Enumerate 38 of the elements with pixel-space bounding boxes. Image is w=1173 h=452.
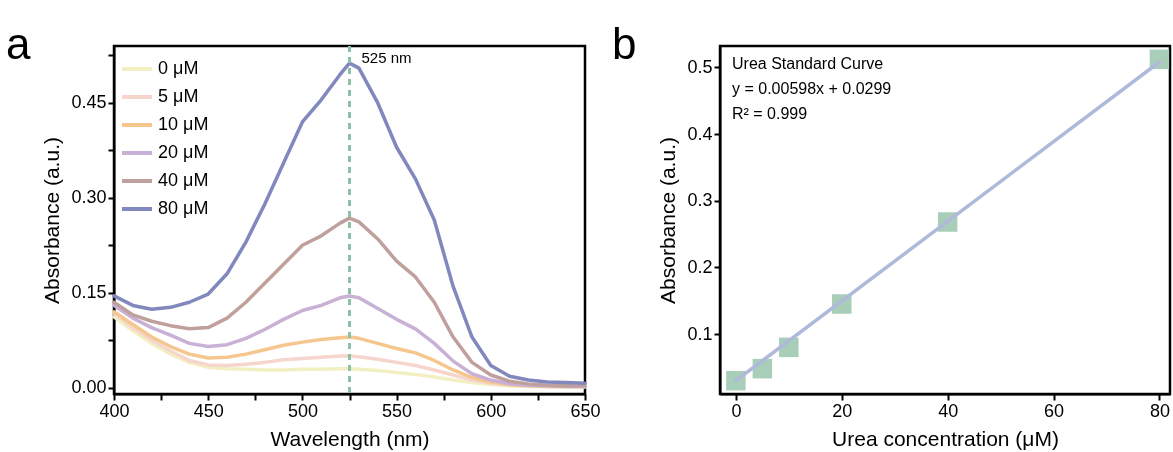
line-series — [112, 61, 587, 385]
legend-label: 10 μM — [158, 114, 209, 134]
ref-line-label: 525 nm — [361, 49, 412, 66]
legend-label: 80 μM — [158, 198, 209, 218]
x-tick-label: 550 — [382, 400, 413, 421]
y-tick-label: 0.4 — [687, 123, 713, 144]
y-axis-title: Absorbance (a.u.) — [40, 137, 64, 304]
x-axis-title: Urea concentration (μM) — [832, 426, 1059, 450]
x-tick-label: 400 — [99, 400, 130, 421]
y-axis-title: Absorbance (a.u.) — [656, 137, 680, 304]
x-tick-label: 650 — [570, 400, 601, 421]
y-tick-label: 0.2 — [687, 256, 713, 277]
x-axis-title: Wavelength (nm) — [270, 426, 430, 450]
y-tick-label: 0.00 — [71, 377, 107, 398]
x-tick-label: 60 — [1044, 400, 1065, 421]
y-tick-label: 0.15 — [71, 282, 107, 303]
x-tick-label: 600 — [476, 400, 507, 421]
chart-title: a — [6, 19, 31, 68]
x-tick-label: 450 — [193, 400, 224, 421]
annotation: Urea Standard Curve — [732, 55, 884, 72]
legend-label: 20 μM — [158, 142, 209, 162]
y-tick-label: 0.1 — [687, 323, 713, 344]
y-tick-label: 0.45 — [71, 92, 107, 113]
legend-label: 5 μM — [158, 86, 199, 106]
x-tick-label: 0 — [731, 400, 742, 421]
line-series — [112, 216, 587, 388]
y-tick-label: 0.3 — [687, 190, 713, 211]
x-tick-label: 40 — [938, 400, 959, 421]
y-tick-label: 0.5 — [687, 56, 713, 77]
y-tick-label: 0.30 — [71, 187, 107, 208]
legend-label: 0 μM — [158, 58, 199, 78]
chart-title: b — [612, 19, 637, 68]
annotation: y = 0.00598x + 0.0299 — [732, 80, 892, 97]
x-tick-label: 20 — [832, 400, 853, 421]
annotation: R² = 0.999 — [732, 105, 808, 122]
x-tick-label: 80 — [1149, 400, 1170, 421]
legend-label: 40 μM — [158, 170, 209, 190]
x-tick-label: 500 — [287, 400, 318, 421]
